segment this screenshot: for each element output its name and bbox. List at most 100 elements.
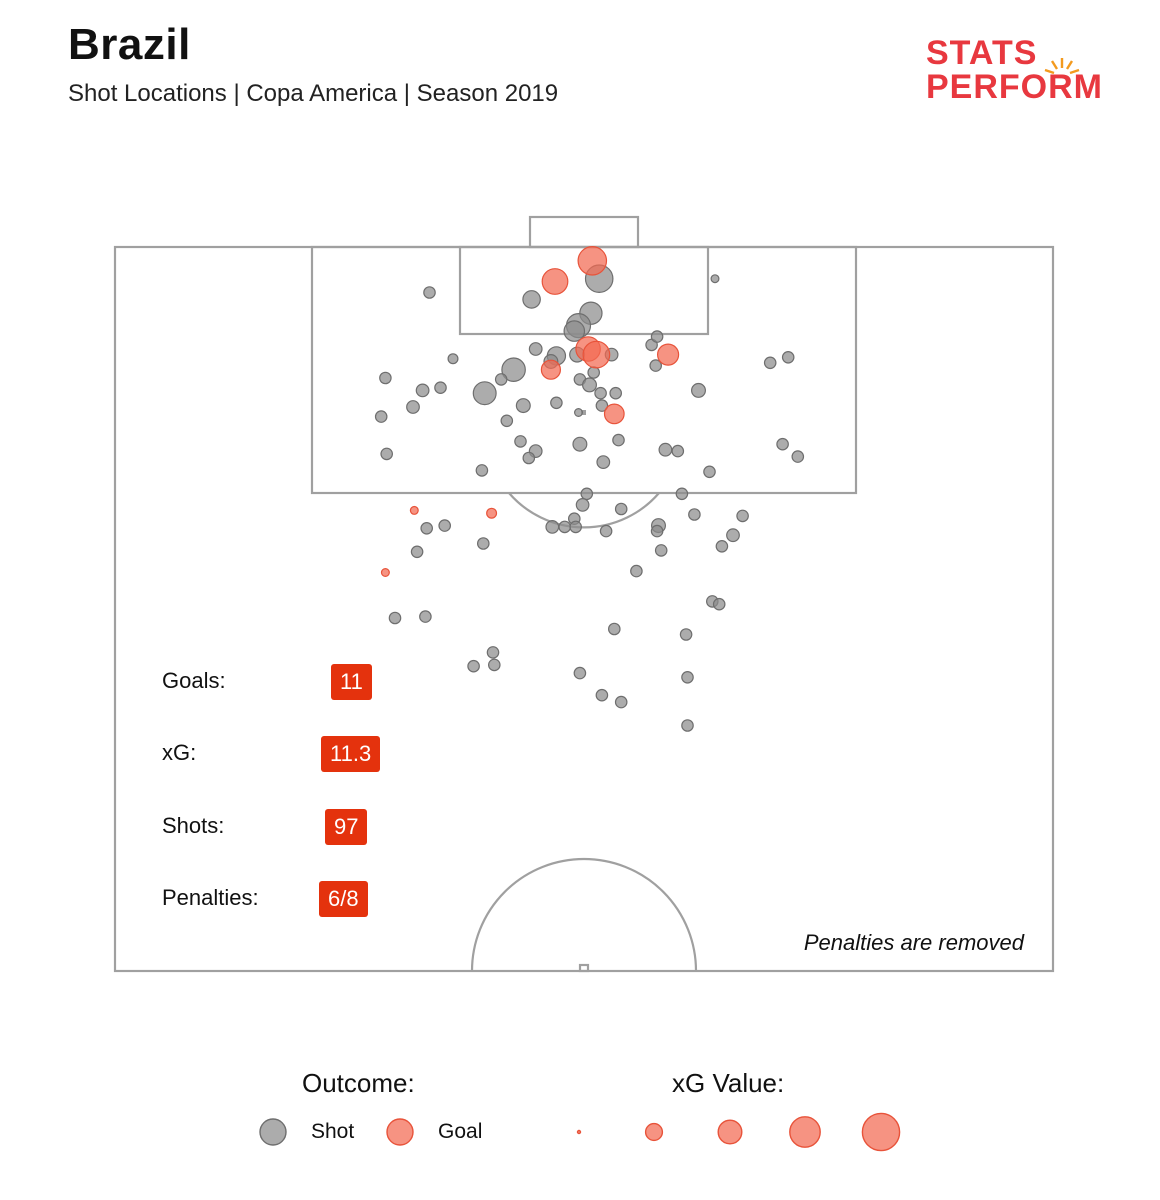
shot-point-15 xyxy=(587,366,600,379)
goal-point-0 xyxy=(577,245,608,276)
shot-point-67 xyxy=(715,539,729,553)
shot-point-24 xyxy=(609,386,622,400)
penalty-arc xyxy=(508,492,660,529)
legend-xg-title: xG Value: xyxy=(672,1068,785,1098)
shot-point-34 xyxy=(612,433,625,447)
shot-point-49 xyxy=(781,350,795,364)
shot-point-80 xyxy=(573,666,587,680)
shot-point-52 xyxy=(614,502,628,516)
shot-point-63 xyxy=(420,521,433,535)
shot-marks xyxy=(374,245,805,732)
shot-point-23 xyxy=(594,386,607,400)
goal-point-7 xyxy=(486,507,498,519)
penalty-spot xyxy=(581,410,586,415)
shot-point-68 xyxy=(726,528,740,543)
goal-frame xyxy=(528,215,640,249)
shot-point-5 xyxy=(563,320,586,342)
shot-point-38 xyxy=(658,442,673,457)
shot-point-46 xyxy=(690,382,706,398)
shot-point-73 xyxy=(388,611,402,625)
goals-badge: 11 xyxy=(331,664,372,700)
shot-point-41 xyxy=(703,465,716,479)
xg-badge: 11.3 xyxy=(321,736,381,772)
shot-point-19 xyxy=(581,377,597,393)
shot-point-55 xyxy=(545,520,560,534)
shot-point-14 xyxy=(649,359,662,372)
shot-point-62 xyxy=(438,519,451,532)
legend-shot-marker xyxy=(259,1118,287,1146)
shot-point-42 xyxy=(776,437,789,451)
shot-point-22 xyxy=(472,381,497,406)
goals-label: Goals: xyxy=(162,668,226,693)
center-circle xyxy=(470,857,698,972)
shot-point-31 xyxy=(514,435,527,448)
xg-label: xG: xyxy=(162,740,197,765)
shot-point-64 xyxy=(476,537,490,550)
shot-point-65 xyxy=(410,545,424,559)
shot-point-83 xyxy=(614,695,628,709)
shot-point-75 xyxy=(607,622,621,636)
goal-point-9 xyxy=(380,567,390,577)
penalties-note: Penalties are removed xyxy=(803,930,1024,955)
goal-point-1 xyxy=(541,268,569,295)
shot-point-56 xyxy=(558,520,571,534)
shot-point-79 xyxy=(487,658,501,672)
legend-outcome-title: Outcome: xyxy=(302,1068,415,1098)
shot-point-36 xyxy=(522,451,536,465)
shot-point-35 xyxy=(380,447,393,461)
shot-point-45 xyxy=(550,396,563,410)
legend-xg-size-2 xyxy=(717,1119,743,1145)
legend-goal-marker xyxy=(386,1118,414,1146)
shot-point-84 xyxy=(681,719,694,732)
shot-point-21 xyxy=(434,381,447,394)
shot-point-26 xyxy=(595,399,609,412)
shot-point-82 xyxy=(595,688,609,702)
shot-point-6 xyxy=(447,353,459,365)
shot-point-74 xyxy=(419,610,432,623)
shot-point-69 xyxy=(736,509,749,523)
shot-point-12 xyxy=(501,357,526,382)
shot-point-28 xyxy=(406,400,420,414)
goal-point-6 xyxy=(603,403,625,425)
goal-point-5 xyxy=(540,359,562,380)
legend-shot-label: Shot xyxy=(311,1120,355,1143)
shot-point-57 xyxy=(569,520,582,534)
shot-point-47 xyxy=(763,356,777,370)
pitch-lines xyxy=(113,215,1055,973)
shot-point-51 xyxy=(575,498,590,512)
legend-xg-size-3 xyxy=(789,1116,821,1148)
shot-point-70 xyxy=(630,564,643,578)
center-spot xyxy=(578,963,590,973)
shot-point-50 xyxy=(580,487,594,501)
penalty-box xyxy=(310,245,858,495)
shot-point-60 xyxy=(650,524,664,538)
shots-badge: 97 xyxy=(325,809,368,845)
legend-goal-label: Goal xyxy=(438,1120,483,1143)
shot-point-1 xyxy=(522,290,541,309)
goal-point-3 xyxy=(582,340,611,369)
goal-point-8 xyxy=(409,505,419,515)
legend-marks xyxy=(259,1112,901,1152)
penalties-label: Penalties: xyxy=(162,885,259,910)
shot-point-37 xyxy=(596,455,611,470)
stats-perform-logo: STATS PERFORM xyxy=(926,36,1126,106)
shot-point-48 xyxy=(650,330,664,343)
goal-point-4 xyxy=(656,343,680,366)
logo-line-1: STATS xyxy=(926,34,1038,72)
shot-point-53 xyxy=(675,487,689,501)
shot-point-78 xyxy=(467,659,480,673)
legend-xg-size-4 xyxy=(861,1112,901,1152)
page-subtitle: Shot Locations | Copa America | Season 2… xyxy=(68,80,559,107)
shot-point-29 xyxy=(374,410,388,423)
shot-point-66 xyxy=(654,544,668,557)
shot-point-17 xyxy=(494,373,508,386)
shot-point-20 xyxy=(415,383,430,398)
shot-point-58 xyxy=(599,524,613,538)
logo-line-2: PERFORM xyxy=(926,68,1103,106)
shot-point-39 xyxy=(671,444,685,458)
shot-point-77 xyxy=(486,646,500,659)
shot-point-61 xyxy=(688,508,701,521)
page-title: Brazil xyxy=(68,20,191,69)
shot-point-43 xyxy=(791,450,805,463)
